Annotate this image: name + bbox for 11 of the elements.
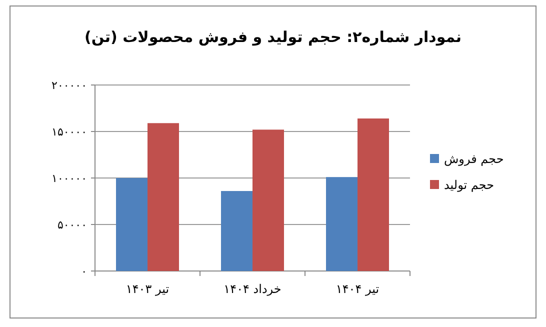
legend-label: حجم فروش xyxy=(444,152,504,166)
x-tick-label: تیر ۱۴۰۳ xyxy=(126,282,170,296)
x-tick-label: خرداد ۱۴۰۴ xyxy=(224,282,282,296)
x-tick-label: تیر ۱۴۰۴ xyxy=(336,282,380,296)
y-tick-label: ۲۰۰۰۰۰ xyxy=(52,79,87,92)
y-tick-label: ۱۰۰۰۰۰ xyxy=(52,172,87,185)
y-tick-label: ۵۰۰۰۰ xyxy=(57,218,87,232)
chart-title: نمودار شماره۲: حجم تولید و فروش محصولات (تن) xyxy=(84,28,462,46)
y-tick-label: ۱۵۰۰۰۰ xyxy=(52,126,87,138)
legend-label: حجم تولید xyxy=(444,178,494,192)
y-tick-label: ۰ xyxy=(81,265,87,278)
